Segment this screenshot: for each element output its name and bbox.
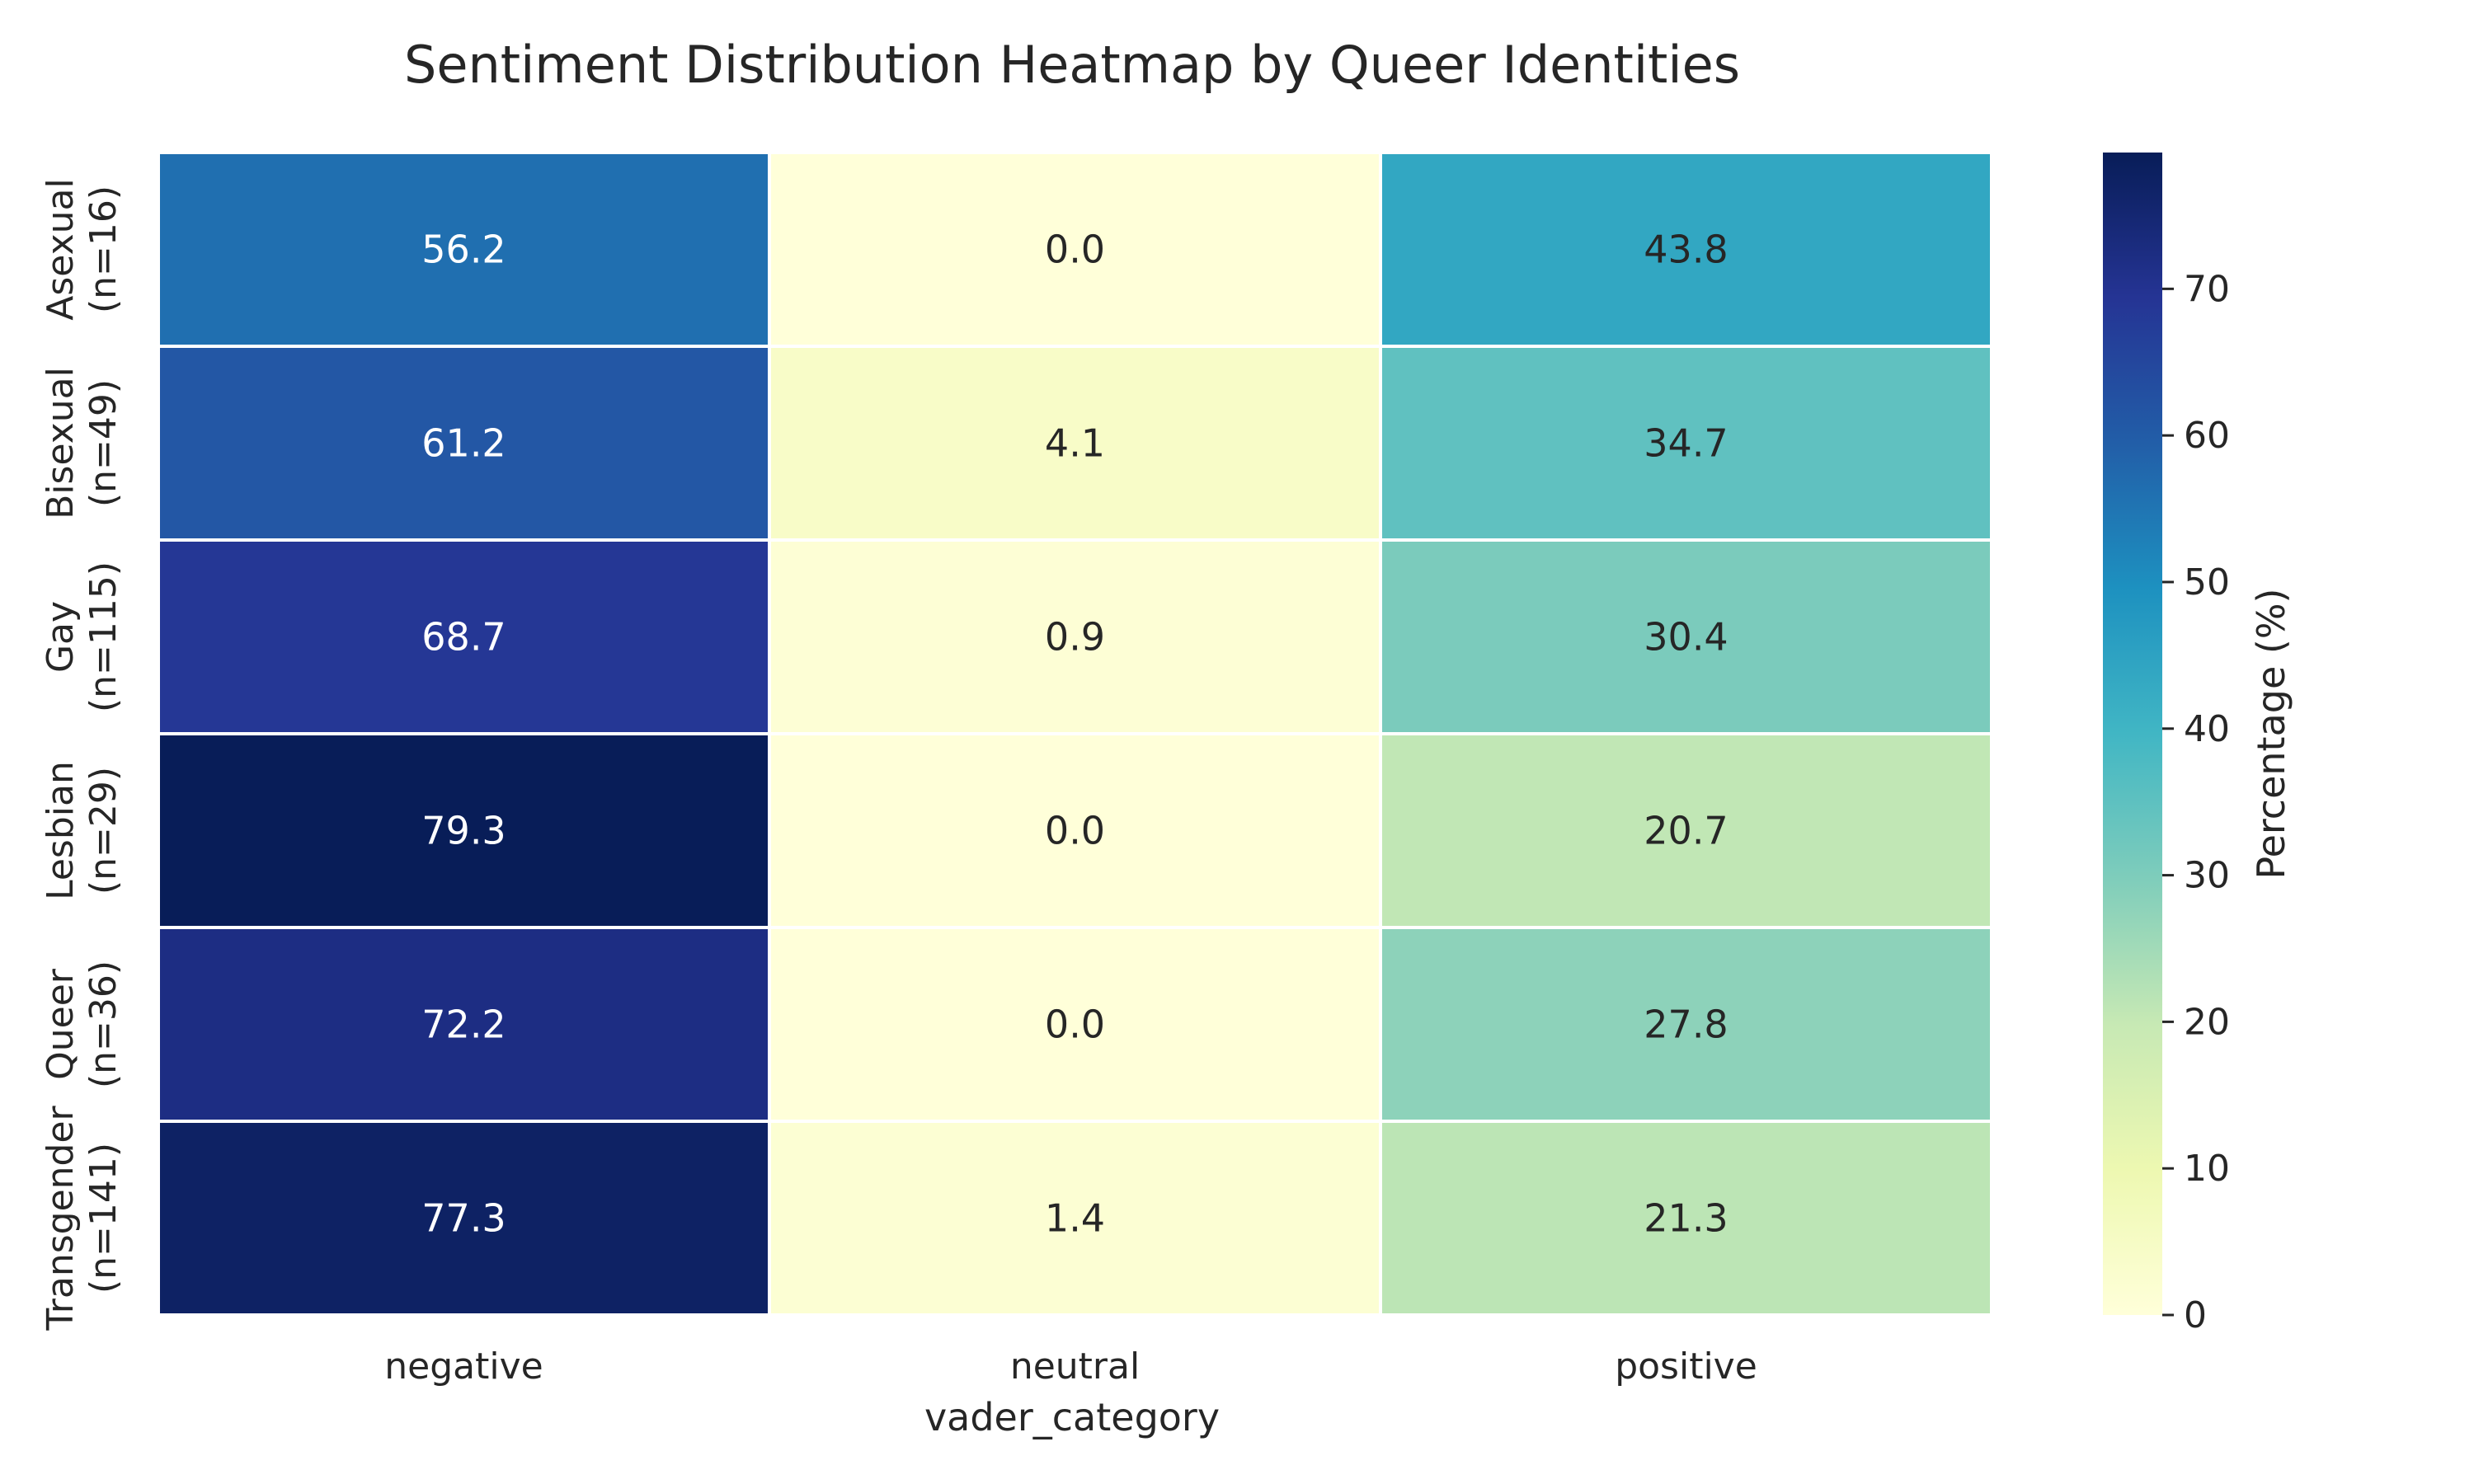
cell-value-label: 56.2 xyxy=(421,228,506,272)
y-tick-label: Transgender (n=141) xyxy=(40,1105,125,1331)
cell-value-label: 1.4 xyxy=(1045,1196,1105,1241)
y-tick-name: Asexual xyxy=(40,178,82,320)
heatmap-cell xyxy=(768,345,1382,542)
heatmap-cell xyxy=(157,926,771,1123)
y-tick-name: Bisexual xyxy=(40,367,82,519)
y-tick-label: Lesbian (n=29) xyxy=(40,761,125,900)
cell-value-label: 0.0 xyxy=(1045,809,1105,853)
heatmap-cell xyxy=(1379,732,1993,929)
colorbar-tick-label: 20 xyxy=(2184,1001,2230,1043)
colorbar-tick-label: 60 xyxy=(2184,415,2230,457)
heatmap-cell xyxy=(1379,926,1993,1123)
cell-value-label: 21.3 xyxy=(1644,1196,1728,1241)
cell-value-label: 34.7 xyxy=(1644,421,1728,466)
colorbar-ticks: 0 10 20 30 40 50 60 70 xyxy=(2162,268,2230,1336)
heatmap-cell xyxy=(1379,345,1993,542)
x-axis-label: vader_category xyxy=(924,1395,1220,1439)
heatmap-cells: 56.2 0.0 43.8 61.2 4.1 34.7 68.7 0.9 30.4 79.3 0.0… xyxy=(157,151,1993,1317)
x-tick-label: negative xyxy=(384,1345,543,1388)
y-tick-name: Transgender xyxy=(40,1105,82,1331)
cell-value-label: 61.2 xyxy=(421,421,506,466)
cell-value-label: 77.3 xyxy=(421,1196,506,1241)
y-tick-label: Queer (n=36) xyxy=(40,960,125,1088)
y-tick-count: (n=141) xyxy=(82,1143,125,1294)
colorbar-tick-label: 40 xyxy=(2184,708,2230,750)
y-tick-label: Gay (n=115) xyxy=(40,561,125,712)
cell-value-label: 27.8 xyxy=(1644,1003,1728,1047)
cell-value-label: 43.8 xyxy=(1644,228,1728,272)
y-tick-name: Lesbian xyxy=(40,761,82,900)
y-tick-labels: Asexual (n=16) Bisexual (n=49) Gay (n=115) Les… xyxy=(40,178,125,1331)
y-tick-count: (n=36) xyxy=(82,960,125,1088)
cell-value-label: 30.4 xyxy=(1644,615,1728,660)
cell-value-label: 4.1 xyxy=(1045,421,1105,466)
heatmap-cell xyxy=(1379,151,1993,348)
colorbar xyxy=(2103,153,2162,1315)
cell-value-label: 0.0 xyxy=(1045,1003,1105,1047)
cell-value-label: 79.3 xyxy=(421,809,506,853)
heatmap-cell xyxy=(768,151,1382,348)
heatmap-cell xyxy=(157,151,771,348)
y-tick-count: (n=16) xyxy=(82,186,125,313)
x-tick-label: positive xyxy=(1615,1345,1757,1388)
heatmap-cell xyxy=(768,1120,1382,1317)
cell-value-label: 20.7 xyxy=(1644,809,1728,853)
y-tick-name: Gay xyxy=(40,601,82,673)
y-tick-count: (n=49) xyxy=(82,379,125,507)
cell-value-label: 0.0 xyxy=(1045,228,1105,272)
heatmap-cell xyxy=(157,1120,771,1317)
x-tick-label: neutral xyxy=(1010,1345,1140,1388)
heatmap-cell xyxy=(768,538,1382,735)
colorbar-tick-label: 30 xyxy=(2184,855,2230,897)
colorbar-tick-label: 10 xyxy=(2184,1148,2230,1190)
x-tick-labels: negative neutral positive xyxy=(384,1345,1757,1388)
colorbar-tick-label: 70 xyxy=(2184,268,2230,310)
y-tick-label: Bisexual (n=49) xyxy=(40,367,125,519)
y-tick-count: (n=115) xyxy=(82,561,125,712)
colorbar-tick-label: 0 xyxy=(2184,1294,2207,1336)
cell-value-label: 68.7 xyxy=(421,615,506,660)
y-tick-label: Asexual (n=16) xyxy=(40,178,125,320)
chart-title: Sentiment Distribution Heatmap by Queer … xyxy=(404,35,1740,95)
heatmap-cell xyxy=(157,345,771,542)
colorbar-tick-label: 50 xyxy=(2184,561,2230,603)
cell-value-label: 0.9 xyxy=(1045,615,1105,660)
cell-value-label: 72.2 xyxy=(421,1003,506,1047)
y-tick-count: (n=29) xyxy=(82,767,125,895)
y-tick-name: Queer xyxy=(40,968,82,1080)
heatmap-cell xyxy=(768,926,1382,1123)
heatmap-cell xyxy=(1379,1120,1993,1317)
colorbar-label: Percentage (%) xyxy=(2249,589,2293,880)
heatmap-cell xyxy=(157,732,771,929)
